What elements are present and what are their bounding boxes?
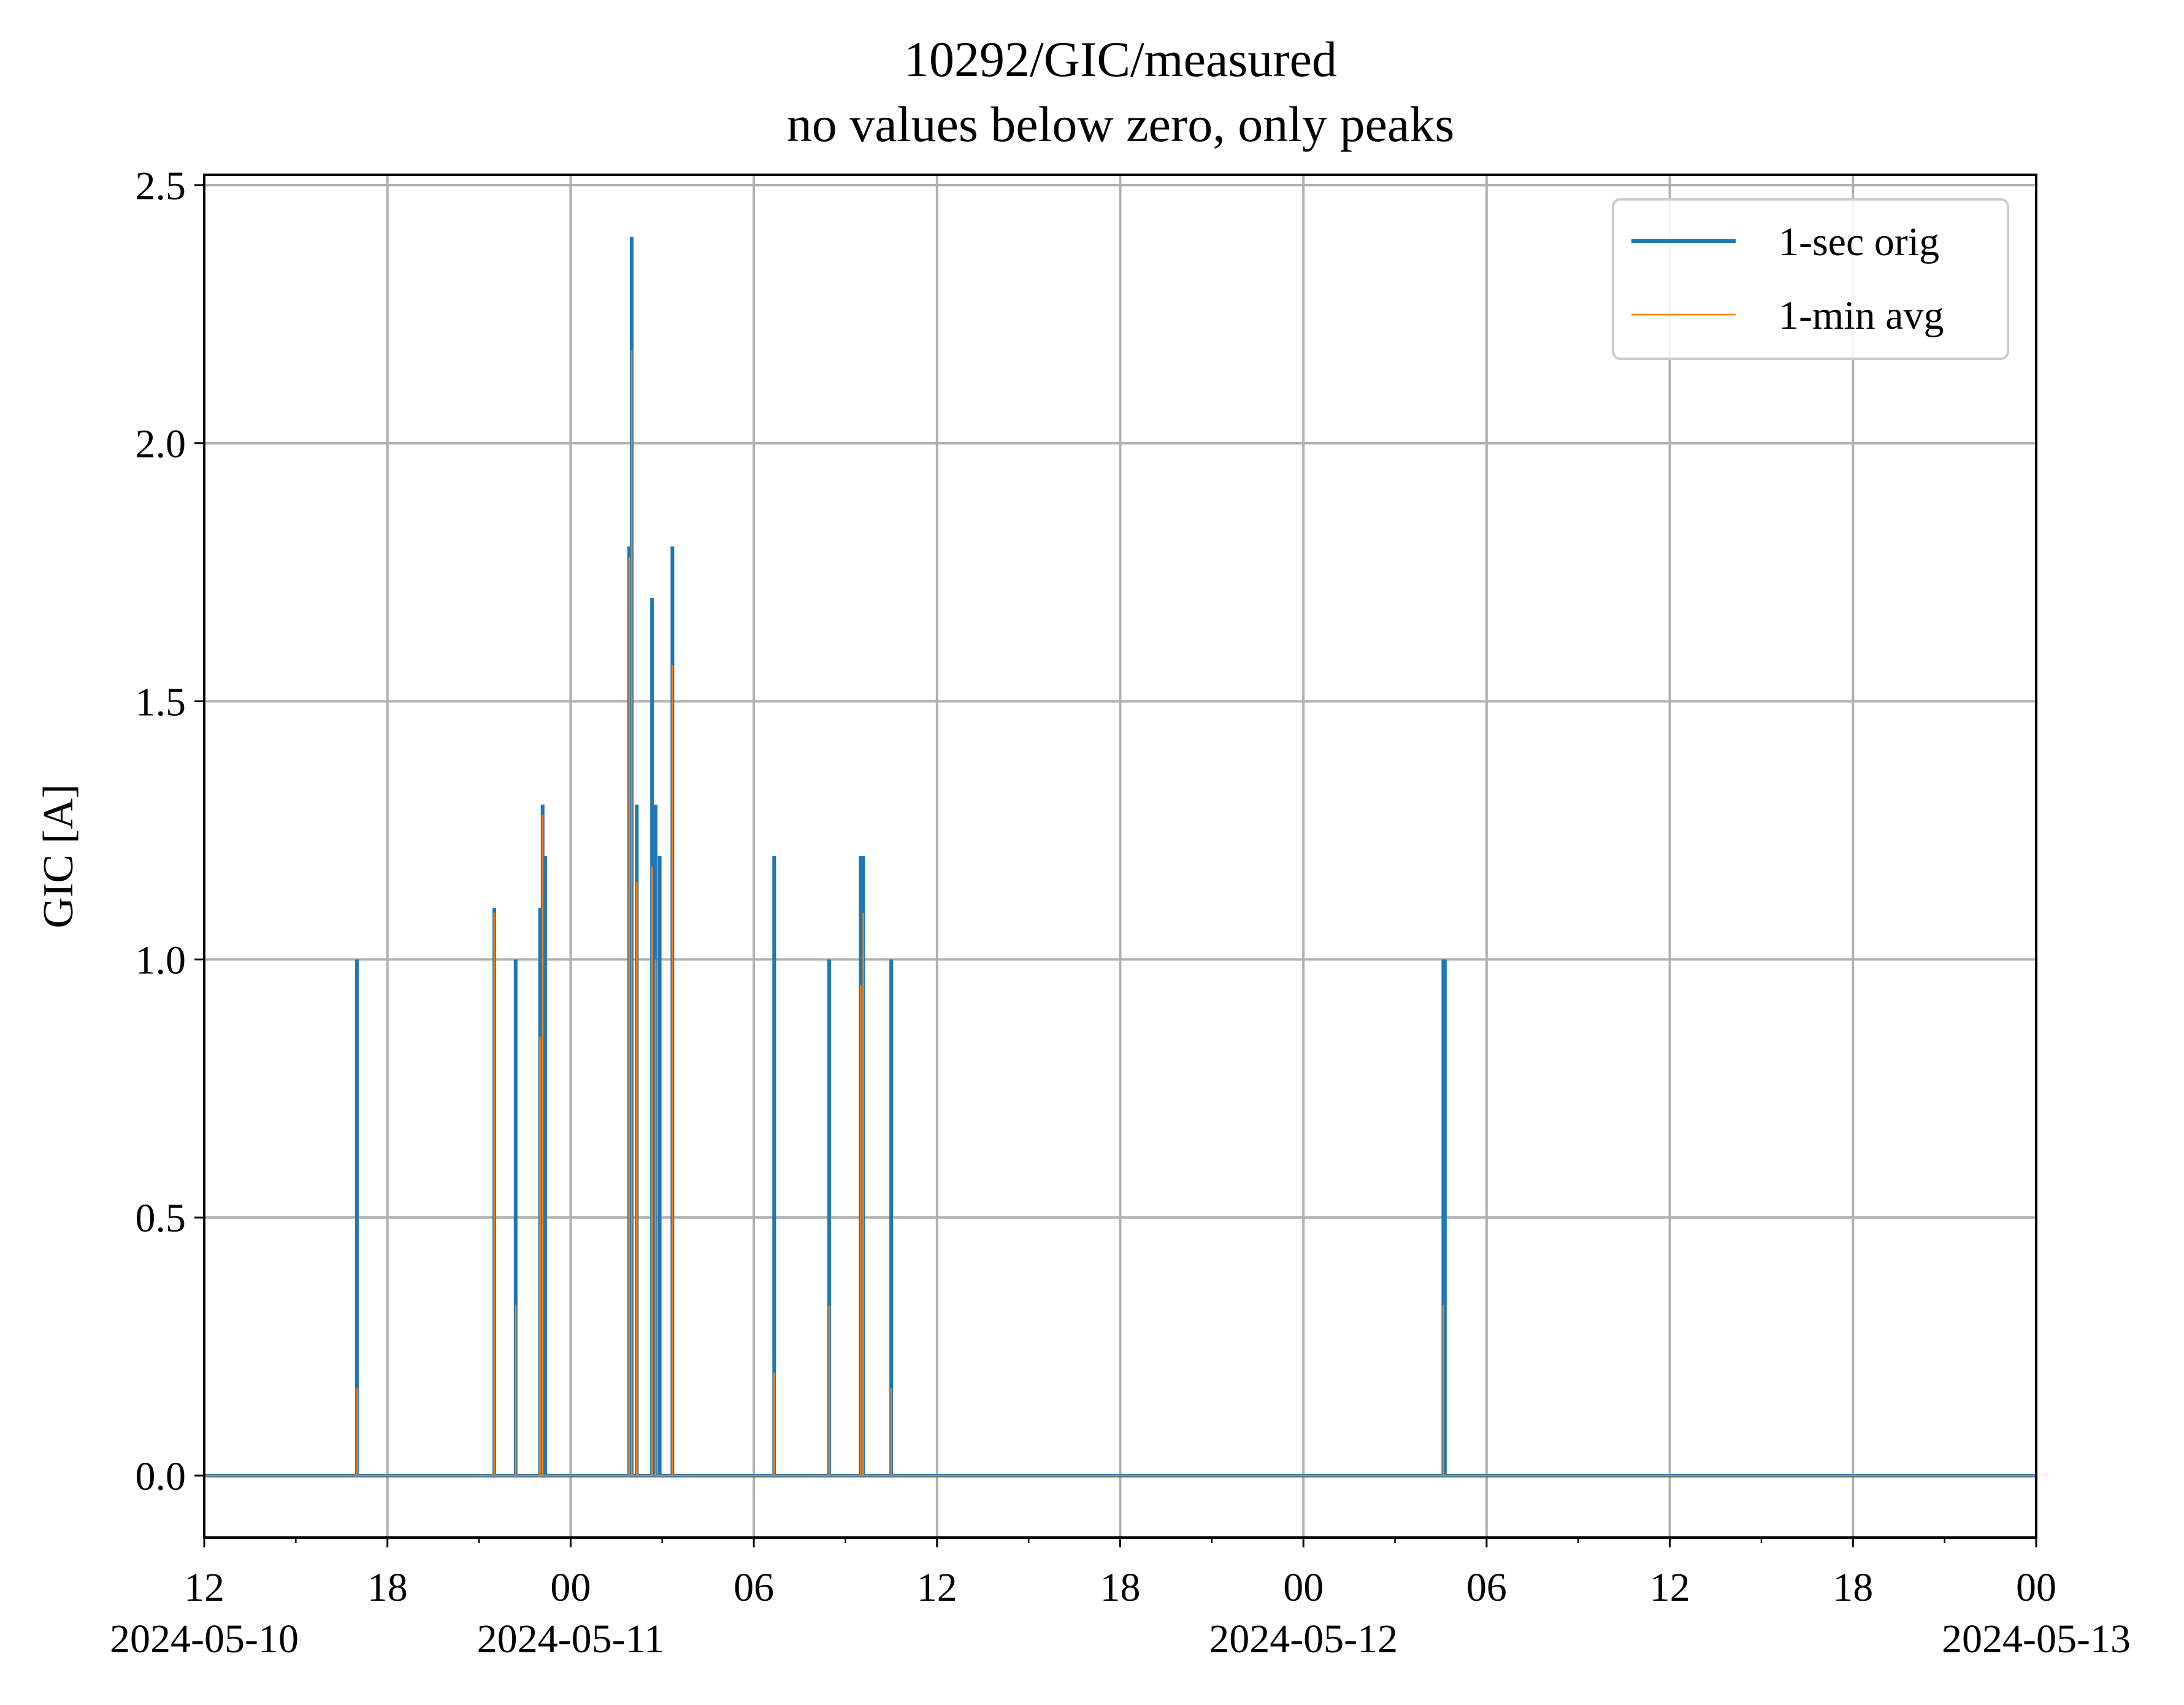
chart-subtitle: no values below zero, only peaks — [787, 96, 1454, 152]
series-avg — [204, 350, 2036, 1477]
axis-ticks: 12 2024-05-10 18 00 2024-05-11 06 12 18 00 2024-0… — [110, 164, 2131, 1661]
y-tick-label: 1.0 — [136, 938, 186, 983]
chart-title: 10292/GIC/measured — [904, 31, 1337, 87]
x-tick-label: 00 — [2016, 1565, 2056, 1610]
x-tick-label: 00 — [1283, 1565, 1324, 1610]
y-tick-label: 2.5 — [136, 164, 186, 209]
x-date-label: 2024-05-11 — [477, 1617, 665, 1661]
x-tick-label: 12 — [1650, 1565, 1690, 1610]
x-tick-label: 18 — [1100, 1565, 1141, 1610]
legend-label: 1-min avg — [1779, 293, 1944, 338]
x-date-label: 2024-05-12 — [1209, 1617, 1398, 1661]
y-axis-label: GIC [A] — [35, 784, 82, 928]
series-layer — [204, 237, 2036, 1477]
x-tick-label: 12 — [184, 1565, 224, 1610]
grid-lines — [203, 175, 2037, 1538]
x-tick-label: 06 — [734, 1565, 774, 1610]
x-date-label: 2024-05-13 — [1942, 1617, 2131, 1661]
x-tick-label: 12 — [917, 1565, 957, 1610]
legend-label: 1-sec orig — [1779, 220, 1939, 264]
x-tick-label: 00 — [550, 1565, 591, 1610]
y-tick-label: 0.0 — [136, 1454, 186, 1499]
y-tick-label: 2.0 — [136, 422, 186, 467]
y-tick-label: 0.5 — [136, 1196, 186, 1241]
legend: 1-sec orig 1-min avg — [1612, 198, 2009, 360]
x-date-label: 2024-05-10 — [110, 1617, 299, 1661]
x-tick-label: 18 — [367, 1565, 408, 1610]
x-tick-label: 06 — [1466, 1565, 1507, 1610]
y-tick-label: 1.5 — [136, 680, 186, 725]
x-tick-label: 18 — [1833, 1565, 1873, 1610]
